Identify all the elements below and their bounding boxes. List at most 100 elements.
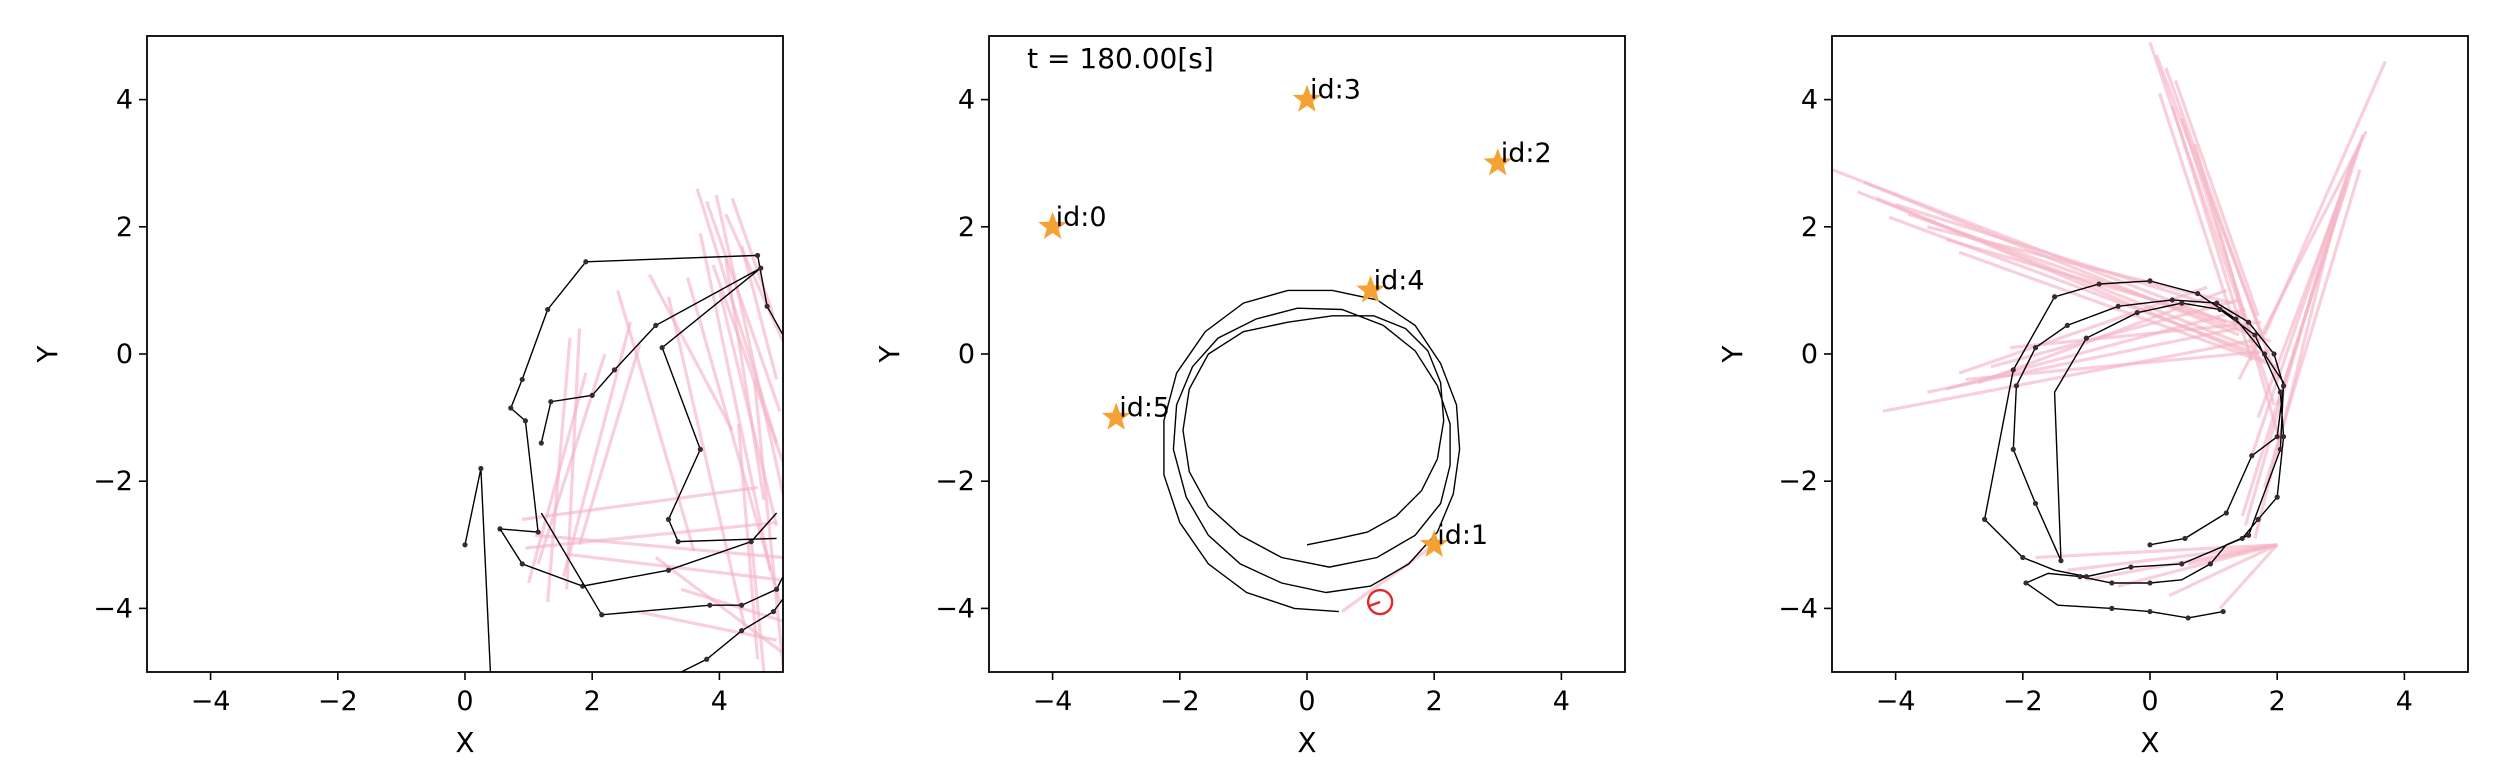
y-axis-label: Y bbox=[31, 345, 64, 364]
observation-ray bbox=[616, 289, 696, 552]
landmark-label: id:2 bbox=[1501, 138, 1552, 169]
panel-3: −4 −2 0 2 4 −4 −2 0 2 4 X Y bbox=[1716, 35, 2469, 759]
x-tick-label: −2 bbox=[318, 686, 358, 717]
trajectory-point bbox=[2195, 290, 2201, 297]
trajectory-point bbox=[2280, 434, 2287, 440]
observation-ray bbox=[666, 296, 747, 628]
trajectory-point bbox=[462, 542, 468, 548]
x-tick-label: −4 bbox=[1876, 686, 1916, 717]
robot-marker bbox=[1366, 588, 1394, 616]
plot-area bbox=[1832, 41, 2387, 621]
plot-area bbox=[462, 188, 783, 672]
trajectory-point bbox=[2052, 294, 2058, 300]
y-tick-label: 0 bbox=[958, 339, 975, 370]
trajectory-point bbox=[2115, 303, 2121, 309]
landmark-star bbox=[1292, 84, 1322, 112]
robot-heading bbox=[1368, 600, 1381, 608]
trajectory-point bbox=[2271, 351, 2277, 357]
x-tick-label: 2 bbox=[584, 686, 601, 717]
y-tick-label: −4 bbox=[93, 593, 133, 624]
trajectory-point bbox=[589, 392, 595, 398]
x-tick-label: −2 bbox=[2003, 686, 2043, 717]
trajectory-point bbox=[2128, 564, 2134, 570]
observation-ray bbox=[1965, 349, 2271, 382]
trajectory-point bbox=[2252, 332, 2258, 338]
trajectory-point bbox=[2010, 367, 2016, 373]
trajectory-point bbox=[2280, 383, 2287, 389]
observation-ray bbox=[2009, 320, 2262, 350]
trajectory-point bbox=[653, 322, 659, 328]
trajectory-point bbox=[2261, 351, 2268, 357]
trajectory-point bbox=[774, 586, 780, 592]
trajectory-point bbox=[2179, 300, 2185, 306]
trajectory-point bbox=[2182, 535, 2188, 542]
plot-area: id:0 id:1 id:2 id:3 id:4 id:5 bbox=[1038, 75, 1552, 616]
observation-ray bbox=[636, 610, 777, 642]
trajectory-point bbox=[739, 602, 745, 608]
trajectory-point bbox=[508, 405, 514, 411]
y-tick-label: 2 bbox=[958, 212, 975, 243]
observation-ray bbox=[648, 273, 734, 432]
panel-1: −4 −2 0 2 4 −4 −2 0 2 4 X Y bbox=[31, 35, 784, 759]
trajectory-point bbox=[758, 265, 764, 271]
trajectory-point bbox=[2245, 319, 2252, 325]
trajectory-point bbox=[2255, 516, 2261, 522]
trajectory-point bbox=[548, 399, 554, 405]
trajectory-point bbox=[754, 252, 761, 259]
trajectory-point bbox=[2179, 561, 2185, 567]
trajectory-point bbox=[2239, 535, 2245, 542]
observation-ray bbox=[2170, 105, 2254, 361]
trajectory-point bbox=[2096, 281, 2102, 287]
trajectory-point bbox=[2147, 608, 2153, 615]
observation-ray bbox=[705, 200, 782, 412]
trajectory-point bbox=[2013, 383, 2020, 389]
observation-ray bbox=[522, 485, 758, 521]
trajectory-point bbox=[2233, 316, 2239, 322]
trajectory-line bbox=[1163, 289, 1461, 613]
y-tick-label: 4 bbox=[958, 85, 975, 116]
trajectory-point bbox=[2245, 532, 2252, 538]
x-axis-label: X bbox=[1297, 726, 1316, 759]
x-axis-label: X bbox=[455, 726, 474, 759]
landmark-label: id:4 bbox=[1374, 265, 1425, 296]
panel-2: id:0 id:1 id:2 id:3 id:4 id:5 −4 −2 0 2 4 −4 −2 0 2 4 X Y… bbox=[873, 35, 1626, 759]
trajectory-line bbox=[499, 254, 783, 533]
landmark-star bbox=[1101, 402, 1131, 430]
trajectory-point bbox=[2010, 446, 2016, 452]
trajectory-point bbox=[2223, 510, 2229, 516]
trajectory-point bbox=[697, 446, 703, 452]
trajectory-point bbox=[748, 539, 754, 545]
landmark-star bbox=[1038, 211, 1067, 239]
y-tick-label: −4 bbox=[1778, 593, 1818, 624]
trajectory-point bbox=[739, 628, 745, 634]
observation-ray bbox=[2187, 543, 2278, 566]
x-tick-label: 4 bbox=[1553, 686, 1570, 717]
y-tick-label: −2 bbox=[935, 466, 975, 497]
trajectory-point bbox=[764, 303, 770, 309]
trajectory-point bbox=[2274, 434, 2280, 440]
observation-ray bbox=[1958, 250, 2278, 369]
trajectory-line bbox=[499, 512, 778, 587]
y-tick-label: 2 bbox=[1801, 212, 1818, 243]
trajectory-point bbox=[2214, 300, 2220, 306]
x-tick-label: 2 bbox=[2269, 686, 2286, 717]
trajectory-point bbox=[2032, 345, 2039, 351]
landmark-label: id:1 bbox=[1437, 520, 1488, 551]
observation-ray bbox=[2218, 543, 2279, 610]
observation-ray bbox=[2067, 543, 2278, 572]
trajectory-point bbox=[538, 440, 544, 446]
x-tick-label: −2 bbox=[1160, 686, 1200, 717]
trajectory-point bbox=[478, 465, 484, 472]
observation-ray bbox=[724, 258, 766, 501]
trajectory-point bbox=[2185, 615, 2191, 621]
trajectory-point bbox=[1982, 516, 1988, 522]
time-annotation: t = 180.00[s] bbox=[1027, 42, 1214, 75]
observation-ray bbox=[2168, 543, 2278, 598]
observation-ray bbox=[2158, 92, 2238, 330]
observation-ray bbox=[740, 245, 779, 380]
x-tick-label: 2 bbox=[1426, 686, 1443, 717]
y-tick-label: −2 bbox=[1778, 466, 1818, 497]
x-tick-label: 0 bbox=[1298, 686, 1315, 717]
